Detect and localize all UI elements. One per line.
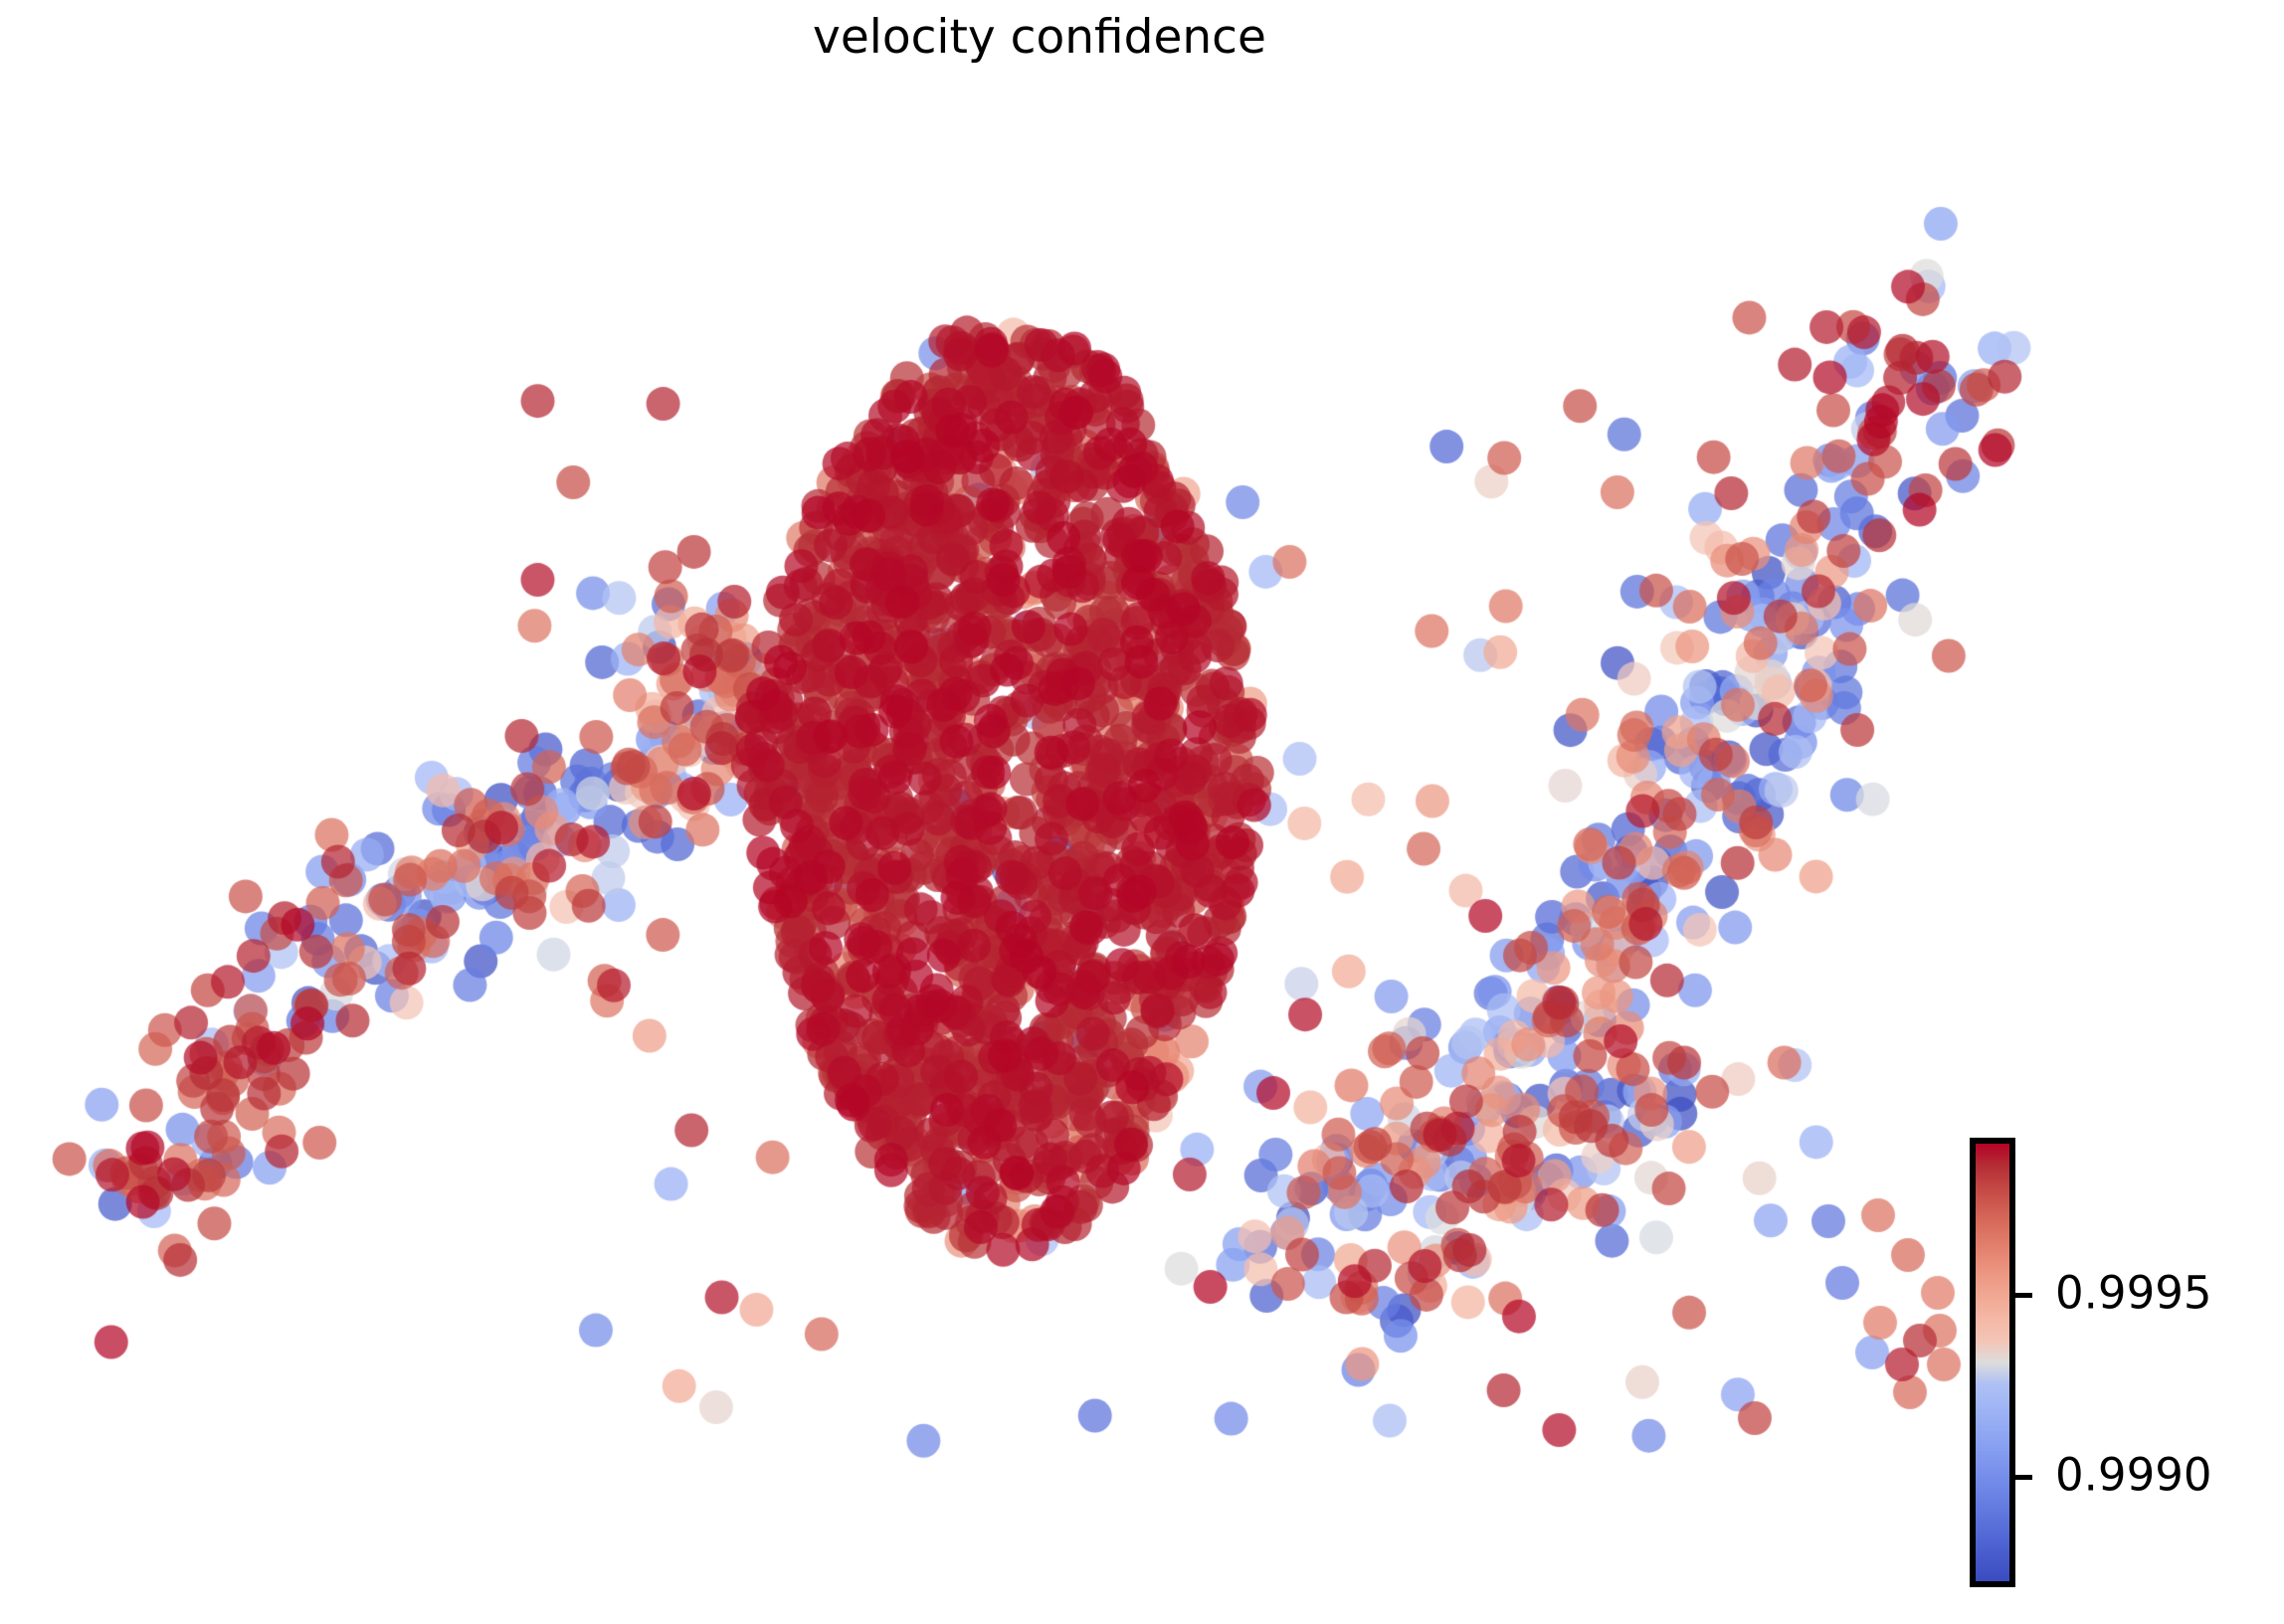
colorbar-tick-upper <box>2015 1292 2032 1298</box>
colorbar-tick-label-lower: 0.9990 <box>2055 1448 2212 1502</box>
colorbar-bar <box>1970 1138 2015 1587</box>
colorbar-tick-label-upper: 0.9995 <box>2055 1266 2212 1320</box>
colorbar-gradient <box>1976 1144 2009 1581</box>
colorbar-tick-lower <box>2015 1474 2032 1480</box>
colorbar: 0.9995 0.9990 <box>1970 1138 2284 1590</box>
